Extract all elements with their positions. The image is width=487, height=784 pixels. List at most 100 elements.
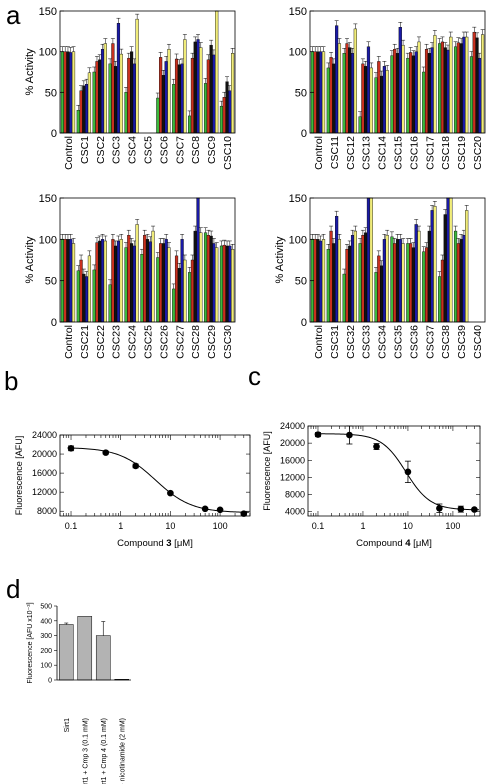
bar-csc32-red <box>345 249 349 323</box>
x-tick-label: CSC16 <box>408 136 420 170</box>
bar-csc30-red <box>222 244 226 323</box>
bar-csc29-red <box>206 234 210 323</box>
data-point <box>404 468 412 476</box>
y-tick-label: 12000 <box>280 472 305 482</box>
dose-response-chart-b: 0.1 1 10 100 8000 12000 16000 20000 24000 Compoun… <box>14 430 251 549</box>
x-axis-label-unit: [μM] <box>411 538 432 549</box>
bar-csc1-blue <box>85 83 89 134</box>
bar-csc19-blue <box>462 36 466 134</box>
bar-csc29-blue <box>212 243 216 323</box>
y-tick-label: 100 <box>39 234 57 246</box>
bar-csc19-red <box>456 42 460 134</box>
bar-csc26-blue <box>164 239 168 323</box>
bar-csc13-yellow <box>369 67 373 134</box>
bar-csc21-yellow <box>87 255 92 323</box>
bar-csc25-green <box>140 254 144 323</box>
y-tick-label: 100 <box>40 663 52 670</box>
x-tick-label: Control <box>313 136 325 170</box>
data-point <box>67 445 75 452</box>
x-tick-label: CSC40 <box>472 325 484 359</box>
bar-csc30-green <box>219 245 224 323</box>
bar-chart-a4: Control CSC31 CSC32 CSC33 CSC34 CSC35 CSC36 CSC… <box>274 193 486 359</box>
y-tick-label: 0 <box>301 317 307 329</box>
bar-csc10-green <box>219 105 224 134</box>
x-tick-label: 10 <box>403 521 413 531</box>
bar-csc35-green <box>390 236 394 323</box>
bar-csc12-black <box>348 47 352 134</box>
bar-csc37-red <box>424 247 429 323</box>
x-tick-label: CSC8 <box>190 136 202 164</box>
x-tick-label: 0.1 <box>65 521 78 531</box>
bar-csc28-yellow <box>199 232 203 323</box>
x-tick-label: CSC32 <box>345 325 357 359</box>
y-tick-label: 16000 <box>280 455 305 465</box>
bar-csc35-yellow <box>401 243 405 323</box>
bar-csc39-black <box>459 239 463 323</box>
x-axis-label-prefix: Compound <box>356 538 405 549</box>
x-tick-label: 1 <box>118 521 123 531</box>
x-tick-label: CSC10 <box>222 136 234 170</box>
x-tick-label: CSC6 <box>158 136 170 164</box>
bar-control-black <box>316 51 320 134</box>
bar-csc6-red <box>159 57 163 134</box>
bar-csc11-yellow <box>337 43 342 134</box>
bar-csc34-yellow <box>385 234 389 323</box>
y-tick-label: 50 <box>45 276 57 288</box>
data-point <box>102 449 110 456</box>
fit-curve <box>314 433 480 511</box>
bar-csc37-green <box>422 251 426 323</box>
bar-csc22-black <box>98 240 102 323</box>
bar-csc26-green <box>156 257 160 323</box>
x-tick-label: CSC7 <box>174 136 186 164</box>
bar-csc8-blue <box>196 39 200 134</box>
x-tick-label: CSC15 <box>393 136 405 170</box>
bar-control-yellow <box>71 51 76 134</box>
bar-csc36-red <box>409 243 413 323</box>
bar-csc33-red <box>361 234 365 323</box>
bar-csc14-green <box>374 77 378 134</box>
bar-control-blue <box>319 51 323 134</box>
bar-control-blue <box>69 239 73 323</box>
bar-csc1-black <box>82 85 86 134</box>
bar-csc22-green <box>92 269 96 323</box>
bar-csc25-blue <box>148 241 152 323</box>
x-tick-label: CSC39 <box>456 325 468 359</box>
bar-csc14-red <box>377 61 381 134</box>
bar-csc7-yellow <box>183 39 187 134</box>
bar-csc16-blue <box>414 51 418 134</box>
y-tick-label: 4000 <box>285 507 305 517</box>
y-tick-label: 50 <box>45 87 57 99</box>
data-point <box>346 431 353 439</box>
data-point <box>436 504 443 512</box>
plot-frame <box>59 10 236 134</box>
y-tick-label: 24000 <box>32 430 57 440</box>
bar-csc28-blue <box>196 197 200 323</box>
bar-csc12-yellow <box>353 28 357 134</box>
bar-csc39-blue <box>462 234 466 323</box>
bar-csc18-green <box>438 43 442 134</box>
bar-csc12-green <box>342 53 346 134</box>
x-tick-label: CSC24 <box>127 325 139 359</box>
x-tick-label: Control <box>63 136 75 170</box>
bar-csc6-blue <box>164 61 168 134</box>
plot-frame <box>59 197 236 323</box>
bar-csc17-blue <box>430 47 434 134</box>
bar-csc33-blue <box>366 197 371 323</box>
y-tick-label: 100 <box>289 47 307 59</box>
y-axis-label: % Activity <box>24 48 36 96</box>
bar-csc39-yellow <box>465 210 469 323</box>
bar-csc9-black <box>209 44 213 134</box>
bar-csc4-red <box>127 57 131 134</box>
bar-csc34-blue <box>382 239 386 323</box>
bar-csc29-yellow <box>215 247 219 323</box>
x-tick-label: CSC38 <box>440 325 452 359</box>
bar-csc9-red <box>206 59 210 134</box>
bar-csc18-red <box>440 41 445 134</box>
data-point <box>373 443 380 450</box>
bar-csc8-yellow <box>199 47 203 134</box>
y-axis-label: Fluorescence [AFU] <box>14 436 24 516</box>
bar-csc22-blue <box>100 239 105 323</box>
bar-csc6-yellow <box>167 49 171 134</box>
bar-csc23-yellow <box>119 239 123 323</box>
